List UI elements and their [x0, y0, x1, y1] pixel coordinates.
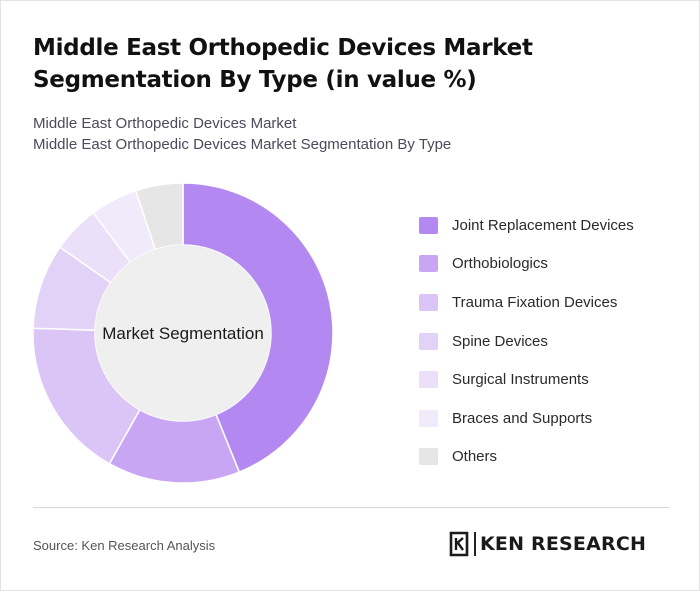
- legend-item: Surgical Instruments: [419, 360, 689, 399]
- legend-swatch: [419, 255, 438, 273]
- legend-item: Spine Devices: [419, 322, 689, 361]
- legend-item: Braces and Supports: [419, 399, 689, 438]
- brand-name: KEN RESEARCH: [480, 533, 647, 555]
- legend-swatch: [419, 448, 438, 466]
- legend-swatch: [419, 371, 438, 389]
- legend-swatch: [419, 216, 438, 234]
- legend-label: Trauma Fixation Devices: [452, 293, 618, 311]
- legend-swatch: [419, 332, 438, 350]
- legend-label: Surgical Instruments: [452, 371, 589, 389]
- legend-swatch: [419, 293, 438, 311]
- footer-divider: [33, 507, 669, 508]
- source-note: Source: Ken Research Analysis: [33, 538, 216, 553]
- legend-label: Others: [452, 448, 498, 466]
- legend-label: Orthobiologics: [452, 255, 548, 273]
- donut-center: [95, 245, 271, 421]
- legend-item: Joint Replacement Devices: [419, 206, 689, 245]
- chart-subtitle-market: Middle East Orthopedic Devices Market: [33, 115, 297, 132]
- chart-title: Middle East Orthopedic Devices Market Se…: [33, 35, 533, 93]
- legend-item: Others: [419, 438, 689, 477]
- chart-subtitle-segmentation: Middle East Orthopedic Devices Market Se…: [33, 136, 452, 153]
- legend-swatch: [419, 409, 438, 427]
- ken-research-logo-icon: [449, 531, 469, 557]
- donut-chart: Market Segmentation: [32, 182, 334, 484]
- chart-legend: Joint Replacement Devices Orthobiologics T…: [419, 206, 689, 476]
- ken-research-logo: KEN RESEARCH: [448, 531, 646, 557]
- legend-item: Orthobiologics: [419, 245, 689, 284]
- legend-label: Braces and Supports: [452, 409, 593, 427]
- donut-center-label: Market Segmentation: [102, 324, 264, 343]
- legend-label: Joint Replacement Devices: [452, 216, 634, 234]
- legend-label: Spine Devices: [452, 332, 548, 350]
- legend-item: Trauma Fixation Devices: [419, 283, 689, 322]
- brand-separator: [474, 532, 476, 556]
